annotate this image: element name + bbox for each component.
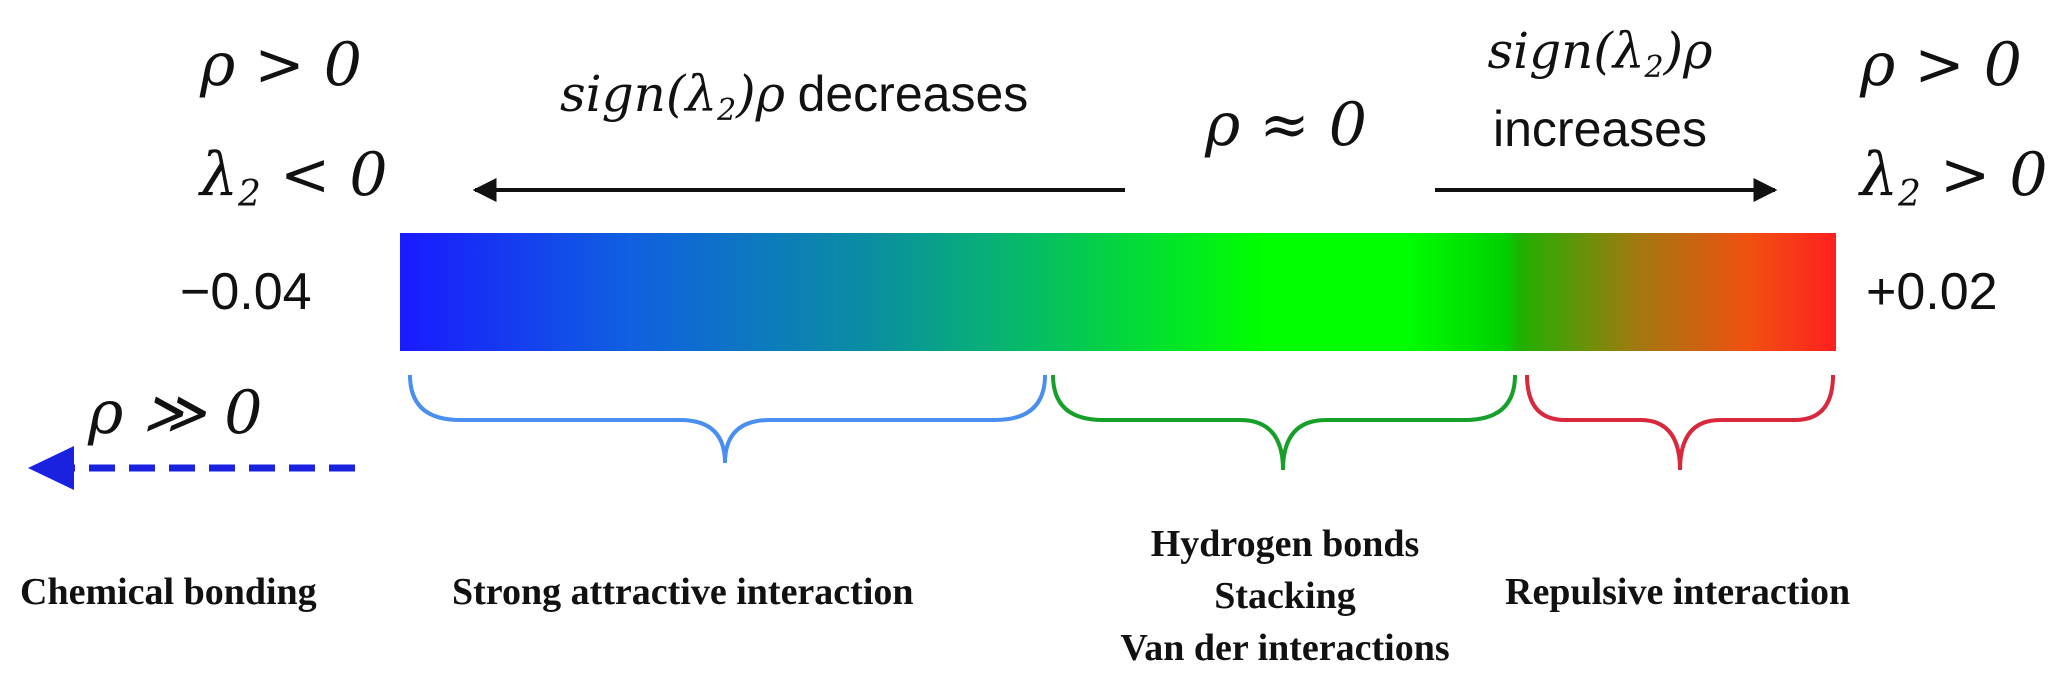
rho-strong-label: ρ ≫ 0 xyxy=(88,378,263,448)
van-der-label: Van der interactions xyxy=(1120,627,1450,669)
vdw-labels: Hydrogen bonds Stacking Van der interact… xyxy=(1050,518,1520,674)
color-gradient-bar xyxy=(400,233,1836,351)
decrease-sign-expression: sign(λ2)ρ xyxy=(560,65,786,128)
left-lambda-condition: λ2 < 0 xyxy=(200,140,388,215)
chemical-bonding-label: Chemical bonding xyxy=(20,571,317,613)
right-lambda-symbol: λ xyxy=(1860,140,1899,210)
stacking-label: Stacking xyxy=(1214,575,1356,617)
strong-attractive-label: Strong attractive interaction xyxy=(452,571,914,613)
increase-word: increases xyxy=(1493,101,1707,157)
left-lambda-rest: < 0 xyxy=(260,140,388,210)
repulsive-label: Repulsive interaction xyxy=(1505,571,1851,613)
rho-approx-zero-label: ρ ≈ 0 xyxy=(1205,90,1367,160)
decrease-annotation: sign(λ2)ρ decreases xyxy=(560,65,1028,128)
right-lambda-subscript: 2 xyxy=(1898,173,1921,215)
attractive-brace xyxy=(408,374,1047,464)
right-rho-condition: ρ > 0 xyxy=(1860,30,2022,100)
decrease-word: decreases xyxy=(797,66,1029,122)
dashed-arrow xyxy=(28,446,355,490)
left-lambda-symbol: λ xyxy=(200,140,239,210)
left-lambda-subscript: 2 xyxy=(238,173,261,215)
repulsive-brace xyxy=(1525,374,1835,471)
vdw-brace xyxy=(1051,374,1517,471)
left-rho-condition: ρ > 0 xyxy=(200,30,362,100)
hydrogen-bonds-label: Hydrogen bonds xyxy=(1150,523,1420,565)
max-value-label: +0.02 xyxy=(1866,263,1998,321)
min-value-label: −0.04 xyxy=(180,263,312,321)
increase-sign-expression: sign(λ2)ρ xyxy=(1487,22,1713,85)
right-lambda-rest: > 0 xyxy=(1920,140,2048,210)
right-lambda-condition: λ2 > 0 xyxy=(1860,140,2048,215)
